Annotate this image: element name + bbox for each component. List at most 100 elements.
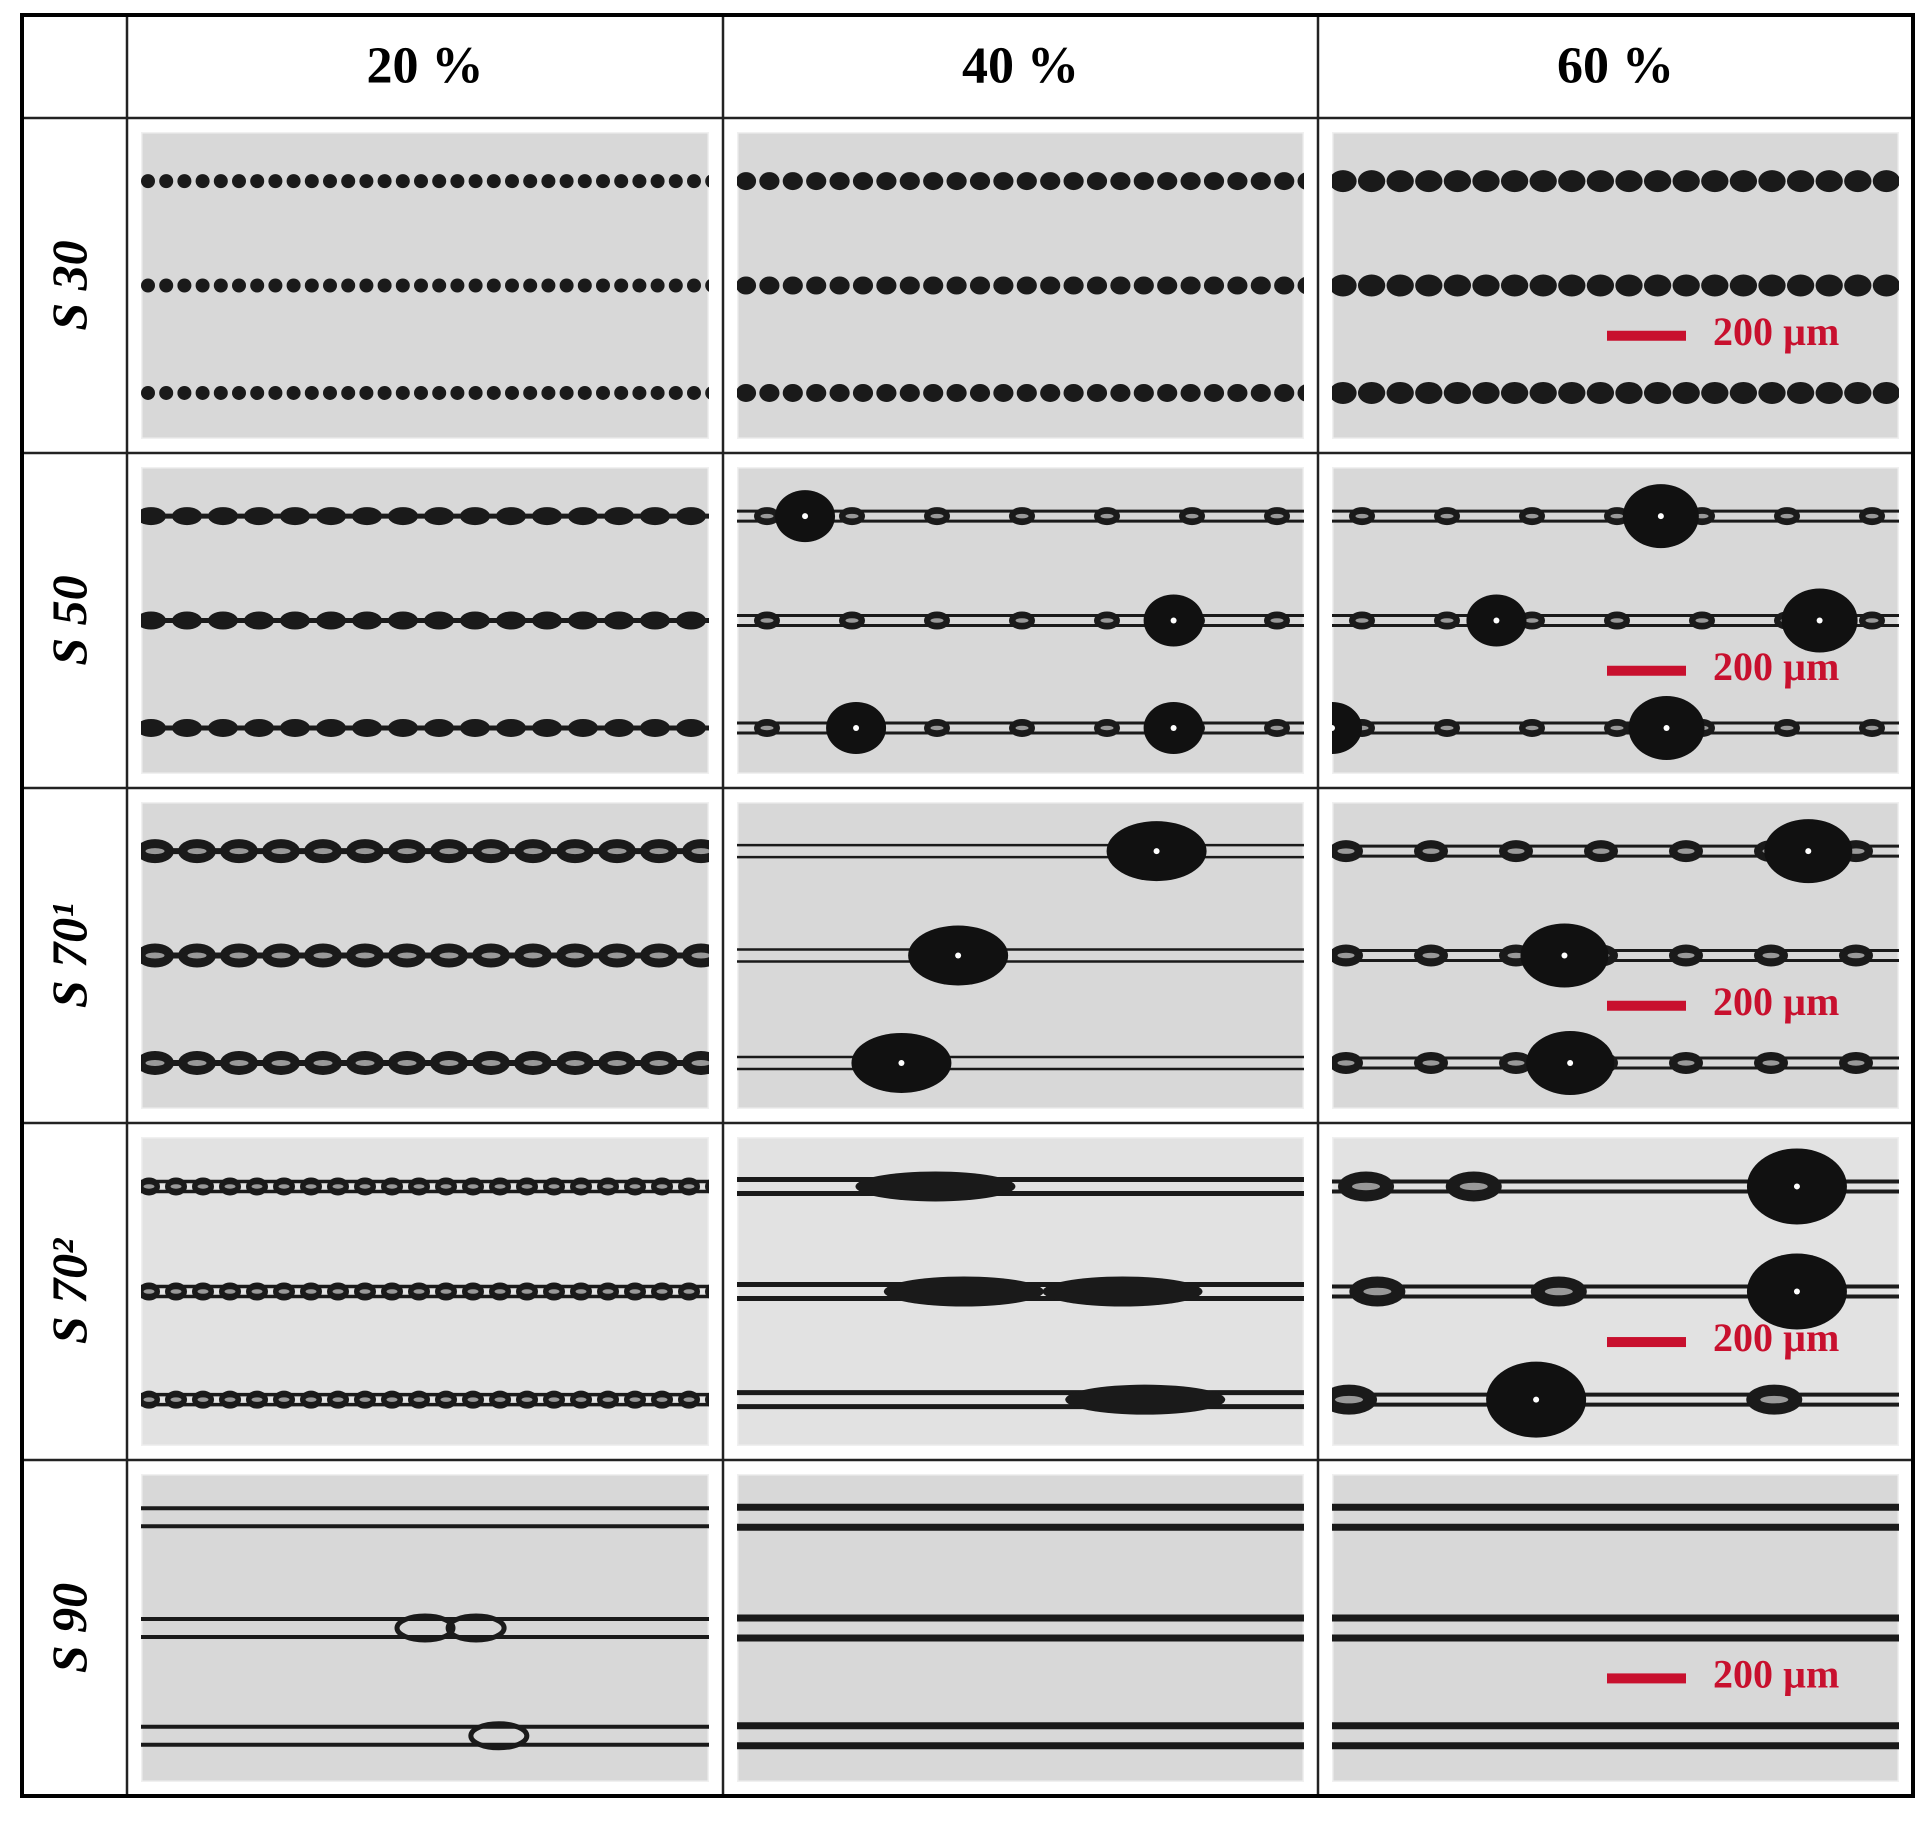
bead-core	[1100, 618, 1114, 623]
bead-core	[229, 952, 249, 959]
bead-core	[523, 952, 543, 959]
bead-core	[1544, 1287, 1573, 1296]
bead	[304, 174, 319, 189]
bead	[705, 1284, 709, 1299]
bead	[1586, 274, 1615, 297]
bead	[1558, 381, 1586, 404]
bead	[899, 172, 920, 191]
bead	[208, 718, 238, 737]
bead	[232, 385, 246, 400]
bead-core	[187, 848, 207, 855]
bead	[829, 276, 850, 295]
bead	[1586, 170, 1615, 193]
micrograph-background	[737, 802, 1304, 1109]
bead	[1110, 276, 1131, 295]
bead	[496, 718, 526, 737]
bead-core	[439, 1059, 459, 1066]
bead	[737, 276, 757, 295]
bead	[668, 174, 683, 189]
bead-core	[359, 1289, 371, 1294]
bead-core	[711, 1184, 722, 1189]
bead-core	[548, 1289, 560, 1294]
bead	[1758, 381, 1786, 404]
scale-bar-label: 200 µm	[1713, 309, 1839, 354]
micrograph	[141, 1474, 709, 1782]
bead	[640, 611, 670, 630]
bead-core	[1507, 952, 1525, 959]
bead	[323, 278, 337, 293]
bead-core	[305, 1397, 317, 1402]
bead-core	[1610, 725, 1624, 731]
bead	[1844, 170, 1872, 193]
bead	[1844, 381, 1872, 404]
bead-core	[691, 1059, 709, 1066]
bead	[395, 174, 410, 189]
bead	[541, 174, 556, 189]
bead	[1386, 381, 1414, 404]
column-header: 60 %	[1557, 37, 1674, 94]
bead	[424, 611, 454, 630]
scale-bar-label: 200 µm	[1713, 1315, 1839, 1360]
bead-core	[355, 848, 375, 855]
bead	[377, 385, 392, 400]
scale-bar-label: 200 µm	[1713, 979, 1839, 1024]
bead	[341, 174, 356, 189]
bead-core	[332, 1289, 344, 1294]
bead-core	[1270, 513, 1284, 519]
bead-core	[629, 1289, 641, 1294]
micrograph	[141, 802, 709, 1109]
bead	[1472, 170, 1500, 193]
bead-core	[521, 1397, 533, 1402]
bead	[1472, 274, 1500, 297]
bead	[1086, 383, 1108, 402]
bead	[496, 611, 526, 630]
bead	[1180, 172, 1201, 191]
bead	[993, 172, 1014, 191]
bead-core	[521, 1184, 533, 1189]
bead	[141, 278, 155, 293]
bead	[460, 611, 490, 630]
bead	[1016, 172, 1037, 191]
droplet-highlight	[898, 1059, 905, 1066]
neck	[883, 1276, 1044, 1307]
bead-core	[683, 1289, 695, 1294]
bead	[388, 611, 418, 630]
bead-core	[565, 952, 585, 959]
bead	[1758, 274, 1786, 297]
bead-core	[305, 1289, 317, 1294]
bead	[759, 172, 780, 191]
bead	[1500, 381, 1529, 404]
bead-core	[1459, 1182, 1488, 1191]
bead	[172, 611, 202, 630]
bead	[1386, 274, 1414, 297]
bead-core	[440, 1184, 452, 1189]
bead	[1386, 170, 1414, 193]
bead	[1203, 383, 1225, 402]
bead	[559, 278, 574, 293]
bead	[1758, 170, 1786, 193]
bead	[1500, 170, 1529, 193]
bead	[1133, 383, 1154, 402]
bead	[486, 385, 501, 400]
bead	[450, 174, 465, 189]
scale-bar-label: 200 µm	[1713, 644, 1839, 689]
bead	[141, 611, 166, 630]
bead	[1815, 381, 1843, 404]
bead	[1063, 383, 1084, 402]
bead	[1443, 274, 1472, 297]
bead-core	[845, 618, 859, 623]
bead-core	[251, 1289, 263, 1294]
bead	[1872, 170, 1899, 193]
droplet-highlight	[955, 952, 962, 959]
bead	[759, 276, 780, 295]
bead-core	[1677, 1060, 1695, 1066]
droplet-highlight	[1793, 1288, 1800, 1295]
bead	[352, 611, 382, 630]
bead	[532, 611, 562, 630]
bead	[1500, 274, 1529, 297]
droplet-highlight	[1816, 617, 1823, 624]
bead	[195, 174, 210, 189]
bead	[650, 385, 665, 400]
bead	[424, 507, 454, 526]
